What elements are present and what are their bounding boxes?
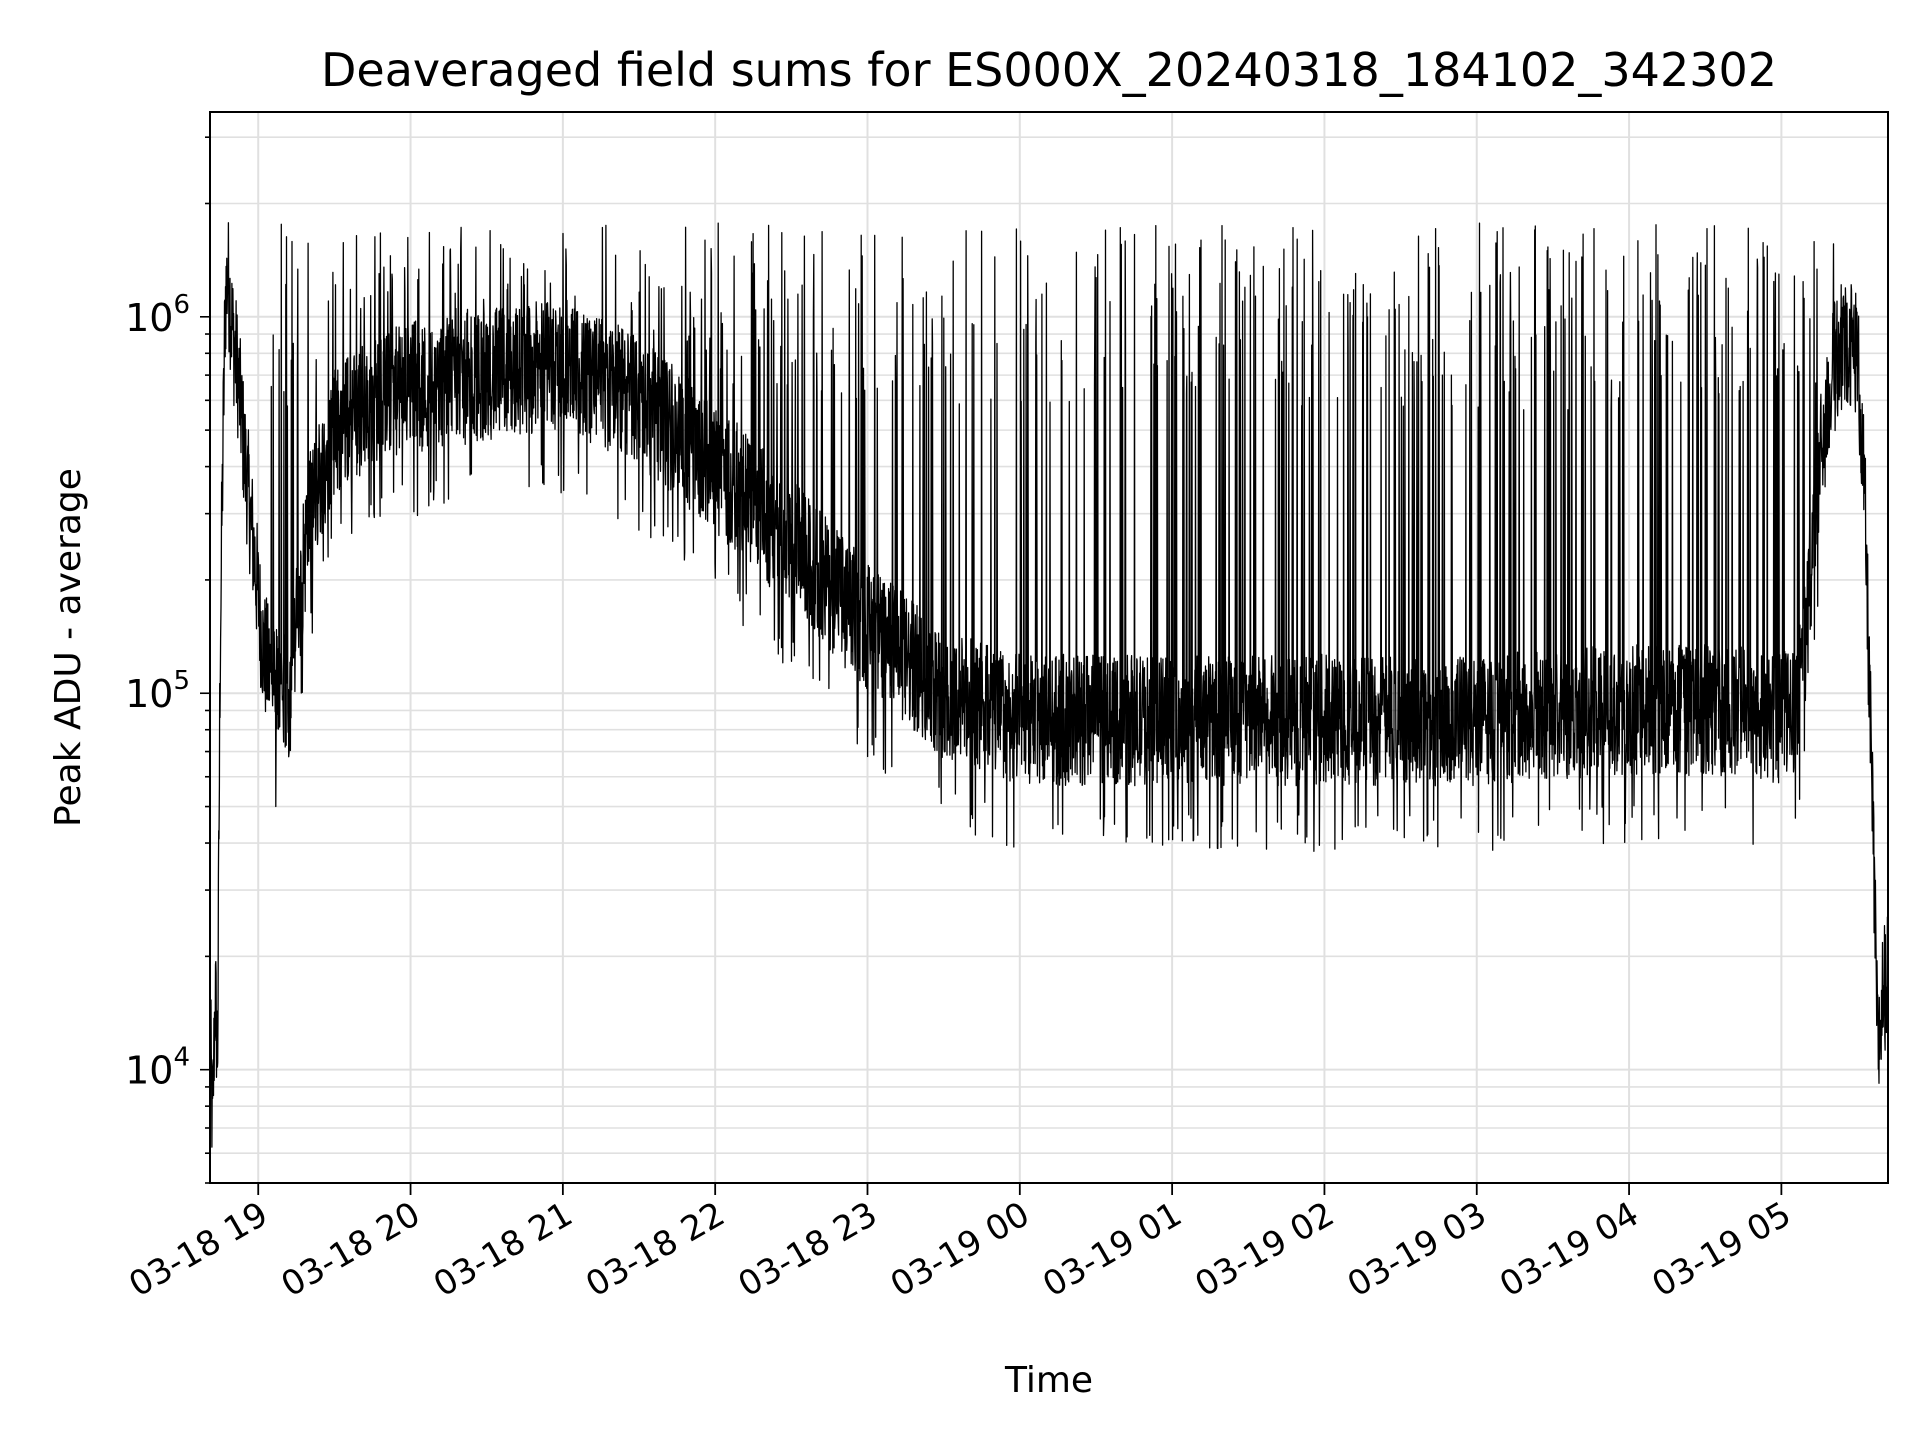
plot-frame (209, 111, 1889, 1184)
x-axis-label: Time (1004, 1360, 1093, 1401)
data-layer (209, 222, 1889, 1148)
y-tick-label: 106 (125, 290, 190, 340)
y-axis-label: Peak ADU - average (48, 468, 89, 827)
y-tick-label: 104 (125, 1043, 190, 1093)
y-tick-label: 105 (125, 666, 190, 716)
series-line (209, 222, 1889, 1148)
chart-title: Deaveraged field sums for ES000X_2024031… (321, 43, 1777, 97)
